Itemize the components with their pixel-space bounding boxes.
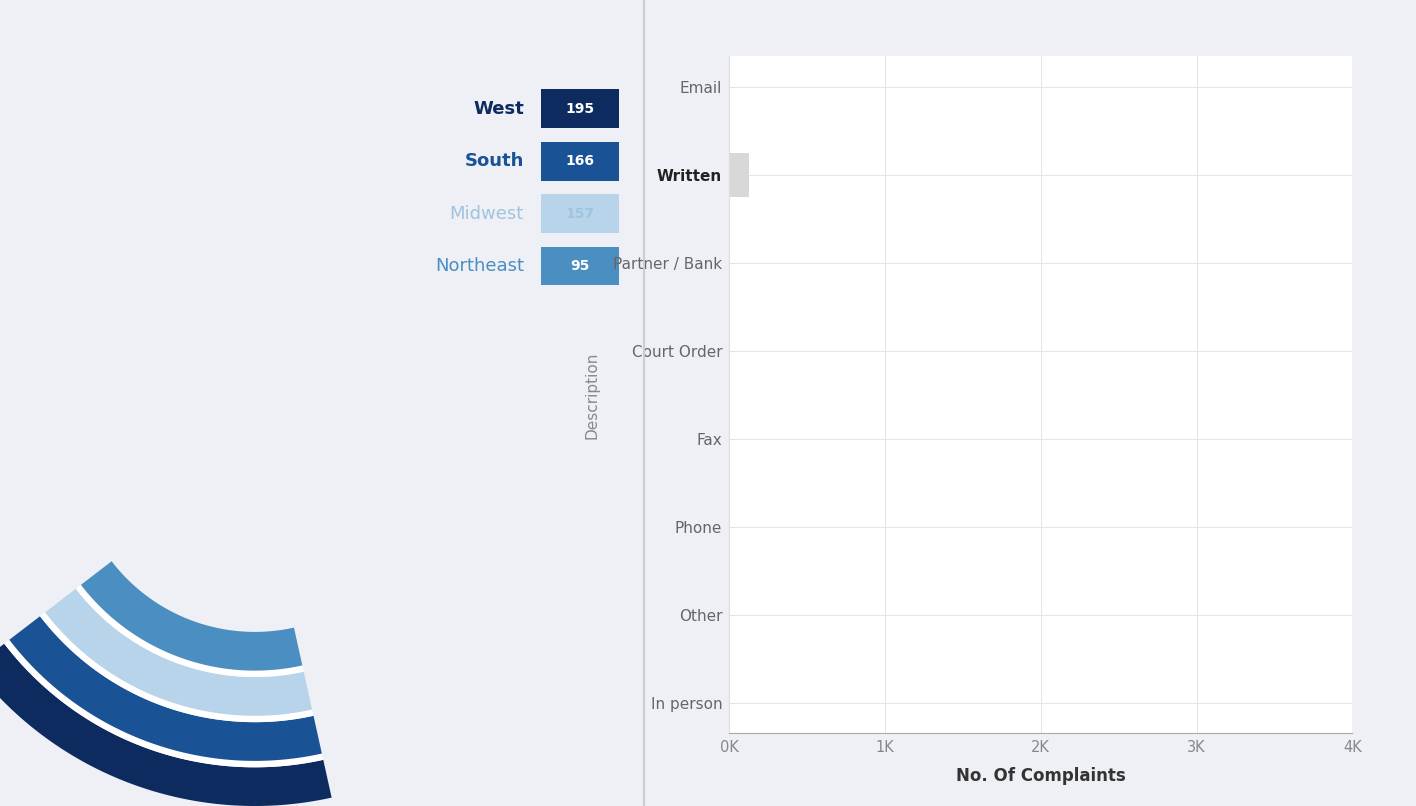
Bar bbox=[729, 153, 749, 197]
FancyBboxPatch shape bbox=[541, 247, 619, 285]
Text: Northeast: Northeast bbox=[435, 257, 524, 275]
Polygon shape bbox=[10, 617, 321, 761]
X-axis label: No. Of Complaints: No. Of Complaints bbox=[956, 767, 1126, 784]
Text: 95: 95 bbox=[571, 259, 589, 273]
Text: South: South bbox=[464, 152, 524, 170]
FancyBboxPatch shape bbox=[541, 89, 619, 128]
FancyBboxPatch shape bbox=[541, 142, 619, 181]
Text: Midwest: Midwest bbox=[450, 205, 524, 222]
Text: 195: 195 bbox=[565, 102, 595, 116]
Text: 166: 166 bbox=[565, 154, 595, 168]
Polygon shape bbox=[0, 644, 331, 806]
FancyBboxPatch shape bbox=[541, 194, 619, 233]
Polygon shape bbox=[40, 613, 313, 722]
Polygon shape bbox=[81, 561, 303, 671]
Polygon shape bbox=[76, 585, 303, 677]
Polygon shape bbox=[4, 640, 323, 767]
Text: 157: 157 bbox=[565, 206, 595, 221]
Polygon shape bbox=[45, 588, 312, 716]
Y-axis label: Description: Description bbox=[585, 351, 599, 438]
Text: West: West bbox=[473, 100, 524, 118]
